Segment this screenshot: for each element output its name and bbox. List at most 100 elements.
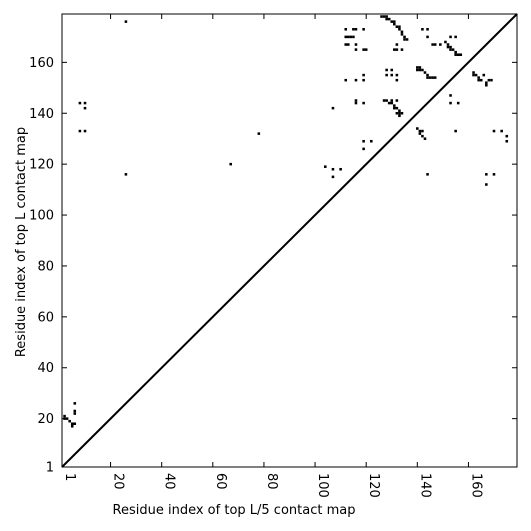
- contact-point: [505, 134, 509, 138]
- contact-point: [477, 78, 480, 82]
- contact-point: [362, 139, 365, 143]
- contact-point: [449, 35, 452, 39]
- contact-point: [370, 139, 373, 143]
- contact-point: [362, 28, 365, 31]
- contact-point: [456, 101, 460, 105]
- contact-point: [354, 28, 358, 31]
- contact-point: [418, 129, 422, 133]
- diagonal-line: [61, 13, 518, 468]
- contact-point: [446, 45, 450, 49]
- contact-point: [444, 40, 447, 44]
- contact-point: [472, 71, 475, 74]
- x-tick-label: 100: [315, 473, 330, 498]
- contact-point: [331, 106, 335, 110]
- contact-point: [418, 132, 422, 135]
- contact-point: [398, 28, 401, 31]
- plot-frame: [61, 13, 518, 468]
- contact-point: [73, 422, 77, 425]
- contact-point: [393, 104, 396, 107]
- contact-point: [393, 48, 396, 51]
- contact-point: [400, 33, 404, 36]
- x-tick-label: 1: [62, 473, 77, 481]
- contact-point: [83, 106, 87, 110]
- axis-ticks: 1 20 40 60 80 100 120 140 1601204060801001201401…: [29, 14, 517, 498]
- contact-point: [124, 173, 128, 176]
- contact-point: [395, 111, 399, 115]
- contact-point: [390, 101, 394, 105]
- contact-point: [70, 425, 74, 428]
- contact-point: [393, 106, 396, 110]
- contact-point: [229, 162, 232, 166]
- contact-point: [416, 68, 419, 72]
- contact-point: [395, 106, 399, 110]
- x-tick-label: 20: [111, 473, 126, 490]
- y-tick-label: 40: [37, 361, 54, 376]
- contact-point: [395, 78, 399, 82]
- contact-point: [78, 129, 82, 133]
- contact-point: [395, 99, 399, 102]
- contact-point: [485, 83, 488, 87]
- contact-point: [354, 101, 358, 105]
- contact-point: [73, 402, 77, 405]
- contact-point: [431, 76, 434, 79]
- contact-point: [485, 173, 488, 176]
- contact-point: [426, 35, 429, 39]
- contact-point: [395, 25, 399, 28]
- contact-point: [400, 111, 404, 115]
- contact-point: [339, 167, 342, 171]
- contact-point: [354, 43, 358, 46]
- contact-point: [421, 129, 424, 133]
- contact-point: [398, 109, 401, 112]
- y-tick-label: 120: [29, 158, 54, 173]
- contact-point: [487, 78, 491, 82]
- contact-point: [347, 43, 350, 46]
- contact-point: [423, 137, 427, 140]
- y-tick-label: 160: [29, 56, 54, 71]
- contact-point: [349, 35, 353, 39]
- contact-point: [68, 419, 71, 423]
- y-tick-label: 20: [37, 412, 54, 427]
- contact-point: [385, 73, 388, 77]
- contact-point: [65, 417, 69, 420]
- contact-point: [454, 35, 457, 39]
- contact-point: [124, 20, 128, 23]
- contact-point: [433, 43, 437, 46]
- contact-point: [482, 73, 486, 77]
- y-tick-label: 80: [37, 259, 54, 274]
- contact-point: [416, 66, 419, 69]
- contact-point: [426, 173, 429, 176]
- x-tick-label: 160: [468, 473, 483, 498]
- contact-point: [403, 35, 406, 39]
- contact-point: [382, 15, 386, 18]
- contact-point: [331, 175, 335, 179]
- contact-point: [474, 73, 478, 77]
- contact-point: [387, 101, 391, 105]
- contact-point: [403, 38, 406, 41]
- contact-point: [426, 28, 429, 31]
- contact-point: [390, 20, 394, 23]
- contact-point: [449, 45, 452, 49]
- contact-point: [380, 15, 383, 18]
- contact-point: [439, 43, 442, 46]
- contact-point: [479, 78, 483, 82]
- contact-point: [257, 132, 261, 135]
- contact-point: [362, 101, 365, 105]
- contact-point: [451, 48, 455, 51]
- contact-point: [505, 139, 509, 143]
- contact-point: [418, 66, 422, 69]
- contact-point: [472, 73, 475, 77]
- contact-point: [344, 28, 348, 31]
- contact-point: [354, 48, 358, 51]
- contact-point: [492, 129, 496, 133]
- x-tick-label: 80: [264, 473, 279, 490]
- contact-point: [347, 35, 350, 39]
- contact-point: [387, 17, 391, 21]
- contact-point: [324, 165, 327, 168]
- contact-point: [390, 99, 394, 102]
- contact-point: [362, 147, 365, 151]
- y-tick-label: 1: [46, 461, 54, 476]
- contact-point: [354, 78, 358, 82]
- contact-point: [421, 28, 424, 31]
- contact-point: [418, 68, 422, 72]
